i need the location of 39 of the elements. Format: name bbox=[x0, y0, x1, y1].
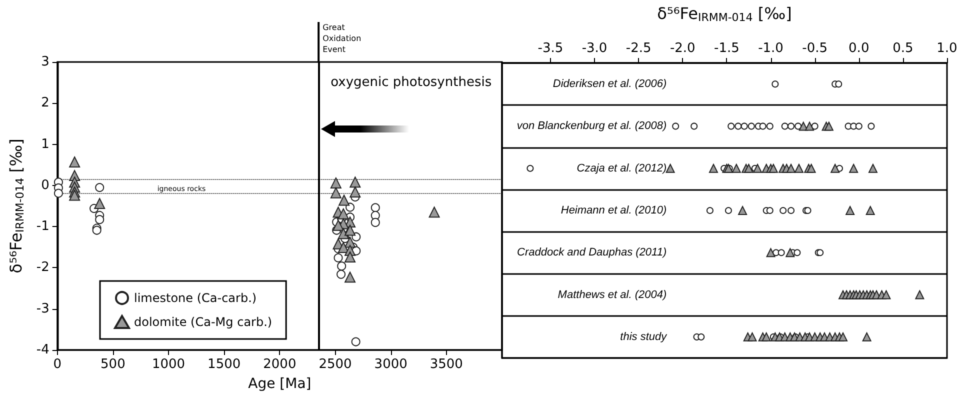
x-tick-label: 3000 bbox=[374, 357, 408, 372]
y-axis-title: δ⁵⁶FeIRMM-014 [‰] bbox=[6, 138, 26, 274]
x-tick-label: -3.5 bbox=[538, 41, 564, 56]
y-tick-label: Czaja et al. (2012) bbox=[576, 162, 667, 174]
y-tick-label: -2 bbox=[36, 260, 50, 276]
x-tick-label: -2.0 bbox=[670, 41, 696, 56]
ref-line-label: Great Oxidation Event bbox=[322, 23, 362, 54]
x-tick-label: 1.0 bbox=[936, 41, 958, 56]
x-tick-label: 2000 bbox=[263, 357, 296, 372]
y-tick-label: von Blanckenburg et al. (2008) bbox=[516, 120, 667, 132]
y-tick-label: Dideriksen et al. (2006) bbox=[552, 78, 667, 90]
x-tick-label: 500 bbox=[100, 357, 126, 372]
y-tick-label: -3 bbox=[36, 301, 50, 316]
y-tick-label: Heimann et al. (2010) bbox=[560, 204, 667, 216]
x-tick-label: -3.0 bbox=[582, 41, 608, 56]
x-tick-label: 1500 bbox=[208, 357, 241, 372]
x-tick-label: 2500 bbox=[318, 357, 352, 372]
legend-label: dolomite (Ca-Mg carb.) bbox=[134, 315, 272, 329]
x-tick-label: 3500 bbox=[430, 357, 463, 372]
y-tick-label: 1 bbox=[41, 136, 50, 152]
y-tick-label: 3 bbox=[41, 54, 50, 70]
legend-label: limestone (Ca-carb.) bbox=[134, 291, 257, 305]
y-tick-label: Craddock and Dauphas (2011) bbox=[517, 246, 667, 259]
x-axis-title: Age [Ma] bbox=[248, 376, 312, 392]
x-tick-label: 0 bbox=[53, 357, 62, 372]
y-tick-label: -4 bbox=[36, 342, 50, 358]
x-tick-label: -2.5 bbox=[626, 41, 652, 56]
y-tick-label: this study bbox=[620, 330, 668, 343]
x-tick-label: -0.5 bbox=[802, 41, 828, 56]
x-tick-label: -1.5 bbox=[714, 41, 740, 56]
y-tick-label: -1 bbox=[36, 219, 50, 234]
y-tick-label: Matthews et al. (2004) bbox=[558, 288, 667, 301]
x-tick-label: 1000 bbox=[152, 357, 186, 372]
x-tick-label: 0.0 bbox=[848, 41, 870, 56]
annotation: oxygenic photosynthesis bbox=[330, 75, 492, 90]
x-tick-label: 0.5 bbox=[892, 41, 914, 56]
x-tick-label: -1.0 bbox=[758, 41, 784, 56]
y-tick-label: 2 bbox=[41, 96, 50, 111]
y-tick-label: 0 bbox=[41, 178, 50, 193]
